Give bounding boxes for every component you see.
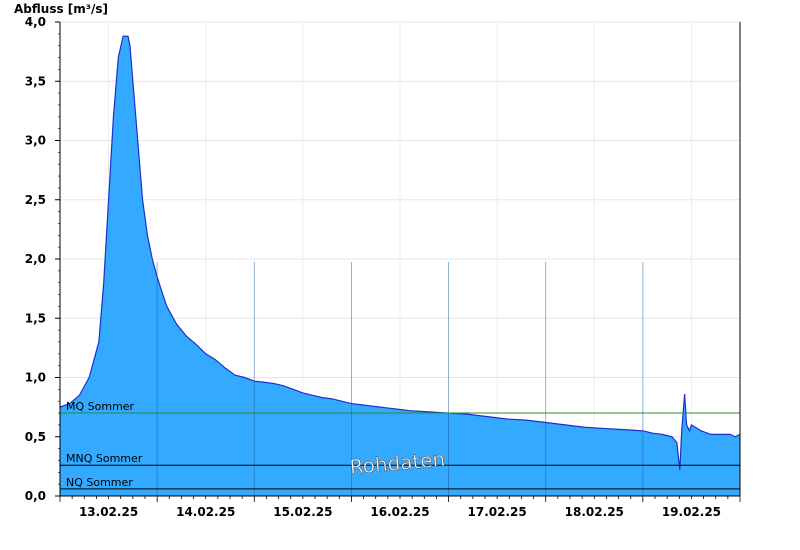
y-tick-label: 0,0	[25, 489, 46, 503]
discharge-area	[60, 36, 740, 496]
x-tick-label: 13.02.25	[79, 505, 138, 519]
reference-line-label: NQ Sommer	[66, 476, 133, 489]
y-tick-label: 2,5	[25, 193, 46, 207]
y-tick-label: 2,0	[25, 252, 46, 266]
x-axis-ticks: 13.02.25 14.02.25 15.02.25 16.02.25 17.02.25…	[59, 496, 741, 519]
y-tick-label: 1,5	[25, 311, 46, 325]
x-tick-label: 17.02.25	[468, 505, 527, 519]
y-tick-label: 1,0	[25, 371, 46, 385]
x-tick-label: 14.02.25	[176, 505, 235, 519]
y-tick-label: 3,5	[25, 74, 46, 88]
grid-lines	[60, 21, 740, 496]
x-tick-label: 19.02.25	[662, 505, 721, 519]
reference-lines: MQ Sommer MNQ Sommer NQ Sommer	[60, 400, 740, 490]
day-separator-lines	[156, 262, 644, 496]
x-tick-label: 15.02.25	[273, 505, 332, 519]
y-axis-label: Abfluss [m³/s]	[14, 2, 108, 16]
discharge-line	[59, 35, 741, 470]
y-tick-label: 4,0	[25, 15, 46, 29]
reference-line-label: MNQ Sommer	[66, 452, 143, 465]
x-tick-label: 16.02.25	[370, 505, 429, 519]
y-axis-ticks: 0,0 0,5 1,0 1,5 2,0 2,5 3,0 3,5 4,0	[25, 15, 60, 503]
y-tick-label: 0,5	[25, 430, 46, 444]
reference-line-label: MQ Sommer	[66, 400, 135, 413]
x-tick-label: 18.02.25	[565, 505, 624, 519]
y-tick-label: 3,0	[25, 134, 46, 148]
